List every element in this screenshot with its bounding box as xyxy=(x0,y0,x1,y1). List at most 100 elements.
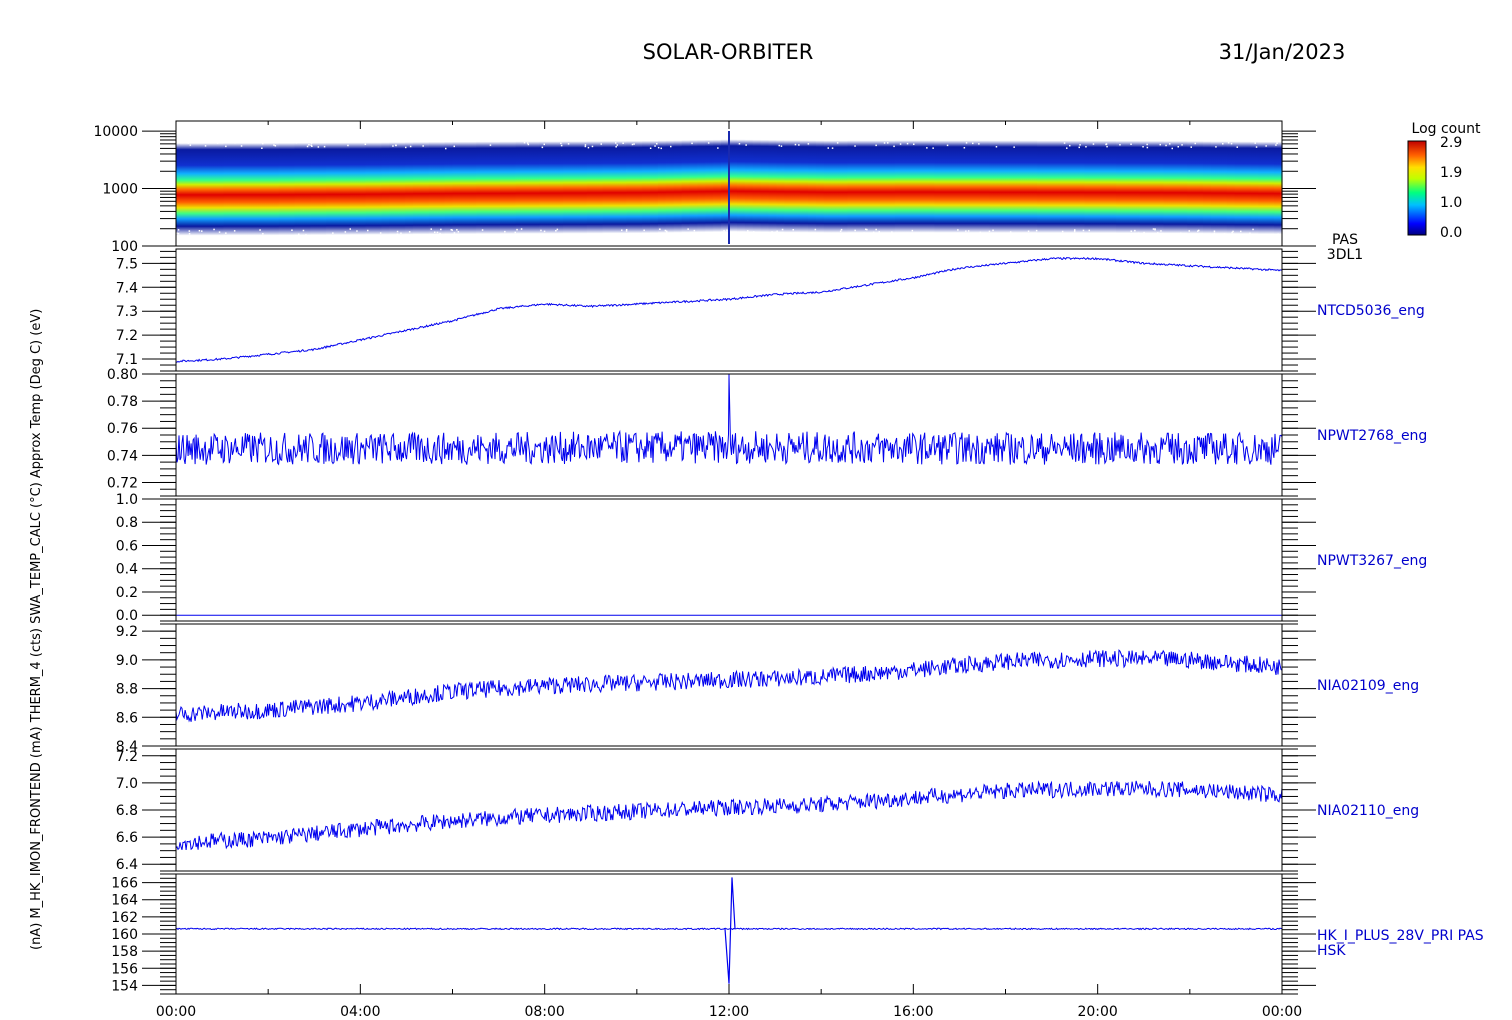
spectrogram-speckle xyxy=(589,233,592,236)
spectrogram-speckle xyxy=(827,147,829,149)
spectrogram-speckle xyxy=(1230,142,1233,145)
spectrogram-column xyxy=(863,140,872,233)
spectrogram-speckle xyxy=(972,142,974,145)
y-tick-label: 7.5 xyxy=(116,256,138,272)
spectrogram-column xyxy=(413,142,422,235)
spectrogram-column xyxy=(381,142,390,235)
spectrogram-speckle xyxy=(213,228,215,231)
spectrogram-column xyxy=(752,139,762,233)
spectrogram-speckle xyxy=(625,229,628,231)
spectrogram-column xyxy=(310,142,319,236)
y-tick-label: 7.2 xyxy=(116,328,138,344)
spectrogram-speckle xyxy=(866,234,869,236)
spectrogram-speckle xyxy=(1035,229,1038,232)
spectrogram-column xyxy=(760,139,770,233)
spectrogram-speckle xyxy=(177,229,180,231)
spectrogram-speckle xyxy=(656,143,658,145)
spectrogram-speckle xyxy=(456,229,458,231)
spectrogram-speckle xyxy=(1276,142,1278,144)
spectrogram-column xyxy=(460,141,469,235)
plot-date: 31/Jan/2023 xyxy=(1219,40,1346,64)
series-label: NPWT2768_eng xyxy=(1317,428,1427,444)
spectrogram-column xyxy=(436,141,446,235)
spectrogram-column xyxy=(420,142,430,235)
spectrogram-speckle xyxy=(654,145,656,147)
spectrogram-speckle xyxy=(814,228,817,231)
spectrogram-column xyxy=(997,140,1007,233)
y-tick-label: 7.4 xyxy=(116,280,138,296)
colorbar-scale xyxy=(1407,140,1427,236)
spectrogram-column xyxy=(507,141,517,234)
spectrogram-column xyxy=(910,140,920,233)
spectrogram-speckle xyxy=(958,234,961,236)
spectrogram-speckle xyxy=(657,146,660,149)
spectrogram-speckle xyxy=(306,145,309,148)
spectrogram-speckle xyxy=(1277,233,1279,235)
spectrogram-column xyxy=(973,140,983,233)
spectrogram-speckle xyxy=(1188,230,1190,232)
y-tick-label: 158 xyxy=(111,944,138,960)
spectrogram-speckle xyxy=(794,143,797,146)
colorbar: Log count 2.9 1.9 1.0 0.0 xyxy=(1407,121,1481,241)
panel-3: 0.0 0.2 0.4 0.6 0.8 1.0 NPWT3267_eng xyxy=(116,492,1428,624)
panel-frame xyxy=(175,248,1283,372)
spectrogram-column xyxy=(665,140,675,233)
spectrogram-speckle xyxy=(1169,143,1171,145)
spectrogram-speckle xyxy=(967,230,970,232)
spectrogram-column xyxy=(1210,141,1220,234)
spectrogram-speckle xyxy=(936,234,939,236)
spectrogram-speckle xyxy=(875,144,877,147)
spectrogram-speckle xyxy=(740,231,743,234)
series-label: NIA02109_eng xyxy=(1317,678,1419,694)
spectrogram-column xyxy=(847,140,856,233)
spectrogram-speckle xyxy=(707,142,710,144)
spectrogram-speckle xyxy=(1066,147,1068,149)
spectrogram-speckle xyxy=(450,229,452,231)
y-tick-label: 160 xyxy=(111,927,138,943)
spectrogram-column xyxy=(894,140,904,233)
spectrogram-speckle xyxy=(1092,143,1095,145)
spectrogram-speckle xyxy=(775,231,777,234)
y-tick-label: 1.0 xyxy=(116,492,138,508)
spectrogram-speckle xyxy=(665,230,668,232)
spectrogram-column xyxy=(989,140,999,233)
spectrogram-column xyxy=(1242,141,1251,234)
trace-4 xyxy=(175,649,1283,723)
spectrogram-speckle xyxy=(1063,142,1066,144)
spectrogram-column xyxy=(839,140,849,233)
spectrogram-speckle xyxy=(405,146,407,149)
spectrogram-speckle xyxy=(1223,233,1226,235)
spectrogram-speckle xyxy=(396,233,399,235)
spectrogram-speckle xyxy=(436,231,439,234)
x-tick-label: 12:00 xyxy=(709,1004,749,1020)
spectrogram-speckle xyxy=(891,231,893,233)
spectrogram-speckle xyxy=(400,232,402,234)
spectrogram-speckle xyxy=(859,233,862,235)
spectrogram-column xyxy=(239,143,248,236)
series-label: NTCD5036_eng xyxy=(1317,303,1425,319)
spectrogram-speckle xyxy=(1013,146,1015,148)
spectrogram-speckle xyxy=(911,229,914,232)
spectrogram-speckle xyxy=(1177,146,1179,148)
spectrogram-column xyxy=(689,140,698,233)
y-tick-label: 0.76 xyxy=(107,421,138,437)
spectrogram-column xyxy=(255,143,264,236)
spectrogram-speckle xyxy=(1252,228,1254,231)
spectrogram-speckle xyxy=(726,229,728,232)
spectrogram-speckle xyxy=(1194,142,1196,145)
spectrogram-column xyxy=(334,142,343,235)
spectrogram-speckle xyxy=(527,143,530,146)
spectrogram-speckle xyxy=(1165,144,1167,147)
spectrogram-speckle xyxy=(927,233,930,235)
spectrogram-speckle xyxy=(817,232,819,234)
spectrogram-speckle xyxy=(439,232,441,235)
trace-6 xyxy=(175,927,1282,931)
spectrogram-speckle xyxy=(965,142,968,144)
spectrogram-column xyxy=(815,140,825,233)
spectrogram-speckle xyxy=(514,231,516,234)
spectrogram-speckle xyxy=(295,141,298,144)
spectrogram-speckle xyxy=(880,234,882,236)
spectrogram-speckle xyxy=(560,142,562,145)
spectrogram-column xyxy=(373,142,382,235)
